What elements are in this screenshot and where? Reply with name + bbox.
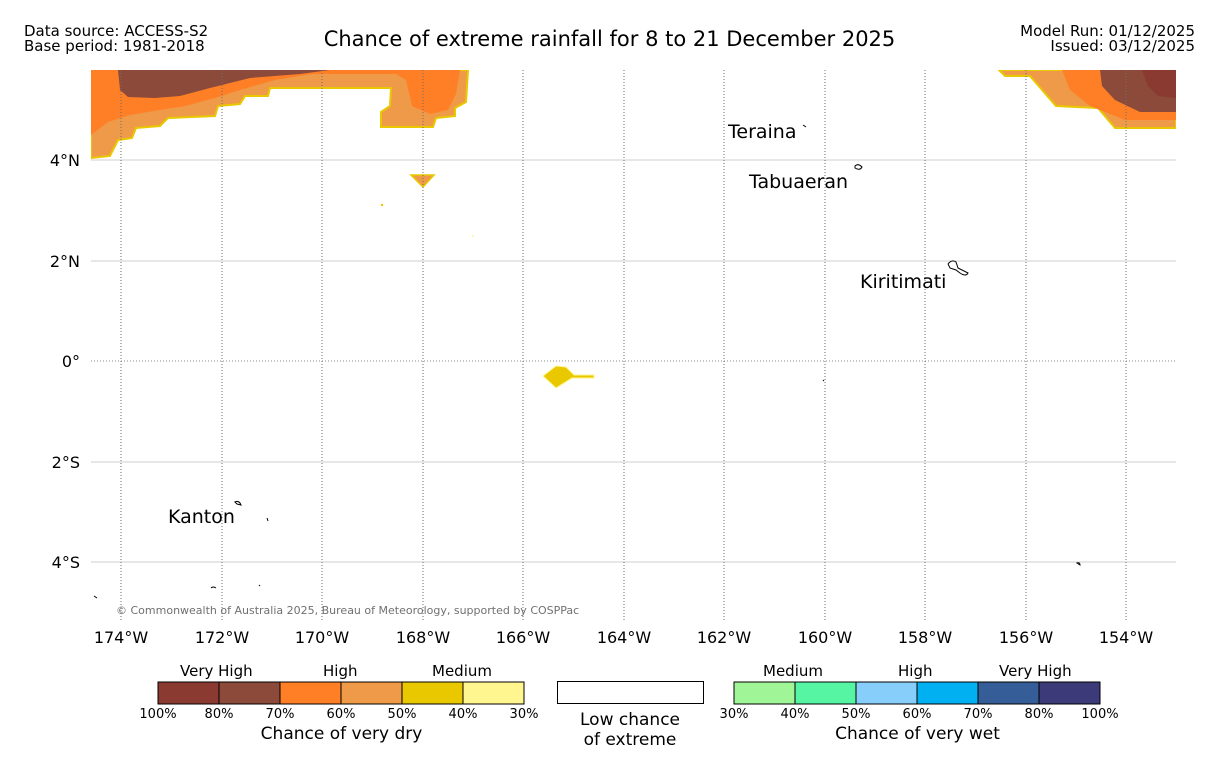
legend-wet-colorbar (733, 681, 1101, 705)
data-source-text: Data source: ACCESS-S2 (24, 22, 209, 40)
lon-label-168w: 168°W (395, 628, 451, 647)
legend-wet-tick: 30% (719, 707, 749, 722)
legend-dry-tick: 50% (387, 707, 417, 722)
lon-label-160w: 160°W (797, 628, 853, 647)
islet-icon (822, 379, 825, 382)
lon-label-156w: 156°W (998, 628, 1054, 647)
legend-dry-high: High (323, 662, 358, 680)
legend-dry-title: Chance of very dry (260, 724, 423, 744)
legend-wet-swatch (794, 681, 857, 705)
place-label-kiritimati: Kiritimati (860, 271, 947, 293)
legend-wet-tick: 70% (963, 707, 993, 722)
lon-label-174w: 174°W (93, 628, 149, 647)
model-run-text: Model Run: 01/12/2025 (1020, 22, 1195, 40)
lat-label-4n: 4°N (49, 151, 80, 170)
legend-wet-title: Chance of very wet (835, 724, 1000, 744)
legend-wet-swatch (1038, 681, 1101, 705)
legend-wet-tick: 100% (1081, 707, 1119, 722)
place-label-tabuaeran: Tabuaeran (749, 171, 849, 193)
lon-label-158w: 158°W (897, 628, 953, 647)
legend-wet-swatch (916, 681, 979, 705)
legend-dry-colorbar (157, 681, 525, 705)
legend-low-swatch (557, 681, 704, 704)
legend-dry-swatch (340, 681, 403, 705)
legend-dry-very-high: Very High (180, 662, 253, 680)
lat-label-2n: 2°N (49, 252, 80, 271)
legend-wet-swatch (855, 681, 918, 705)
lon-gridlines (120, 70, 1127, 622)
legend-low-line2: of extreme (583, 730, 677, 750)
place-label-kanton: Kanton (168, 506, 235, 528)
kanton-island-icon (234, 500, 242, 506)
dry-region-very-high (118, 70, 330, 98)
lon-label-170w: 170°W (294, 628, 350, 647)
base-period-text: Base period: 1981-2018 (24, 37, 205, 55)
copyright-notice: © Commonwealth of Australia 2025, Bureau… (116, 604, 580, 617)
islet-icon (210, 586, 217, 589)
kiritimati-island-icon (947, 260, 969, 276)
legend-low-line1: Low chance (580, 710, 680, 730)
legend-dry-tick: 80% (204, 707, 234, 722)
tabuaeran-island-icon (854, 164, 863, 170)
legend-dry-tick: 60% (326, 707, 356, 722)
lat-label-2s: 2°S (51, 453, 80, 472)
legend-wet-very-high: Very High (999, 662, 1072, 680)
legend-dry-tick: 30% (509, 707, 539, 722)
islet-icon (266, 517, 269, 522)
lon-label-172w: 172°W (194, 628, 250, 647)
lon-label-166w: 166°W (495, 628, 551, 647)
dry-region-extreme-east (1142, 70, 1176, 98)
legend-wet-tick: 60% (902, 707, 932, 722)
legend-dry-swatch (401, 681, 464, 705)
legend-dry-tick: 40% (448, 707, 478, 722)
lon-label-164w: 164°W (596, 628, 652, 647)
legend-dry-medium: Medium (432, 662, 492, 680)
legend-wet-high: High (898, 662, 933, 680)
legend-wet-tick: 40% (780, 707, 810, 722)
legend-wet-swatch (977, 681, 1040, 705)
header-right: Model Run: 01/12/2025 Issued: 03/12/2025 (1020, 24, 1195, 54)
legend-dry-swatch (279, 681, 342, 705)
map-title: Chance of extreme rainfall for 8 to 21 D… (323, 27, 896, 51)
legend-wet-tick: 80% (1024, 707, 1054, 722)
lon-label-154w: 154°W (1098, 628, 1154, 647)
lon-label-162w: 162°W (696, 628, 752, 647)
place-label-teraina: Teraina (728, 121, 797, 143)
legend-dry-swatch (157, 681, 220, 705)
islet-icon (258, 584, 261, 587)
legend-wet-medium: Medium (763, 662, 823, 680)
legend-wet-swatch (733, 681, 796, 705)
lat-label-4s: 4°S (51, 553, 80, 572)
header-left: Data source: ACCESS-S2 Base period: 1981… (24, 24, 208, 54)
dry-region-medium (542, 365, 595, 389)
islet-icon (1075, 562, 1081, 566)
dry-dot (472, 235, 474, 237)
legend-dry-swatch (218, 681, 281, 705)
islet-icon (93, 595, 98, 599)
teraina-island-icon (802, 124, 807, 128)
legend-dry-tick: 100% (139, 707, 177, 722)
legend-dry-swatch (462, 681, 525, 705)
lat-label-0: 0° (61, 352, 80, 371)
legend-wet-tick: 50% (841, 707, 871, 722)
legend-dry-tick: 70% (265, 707, 295, 722)
dry-dot (380, 203, 384, 207)
lat-gridlines (91, 159, 1176, 563)
issued-text: Issued: 03/12/2025 (1050, 37, 1195, 55)
